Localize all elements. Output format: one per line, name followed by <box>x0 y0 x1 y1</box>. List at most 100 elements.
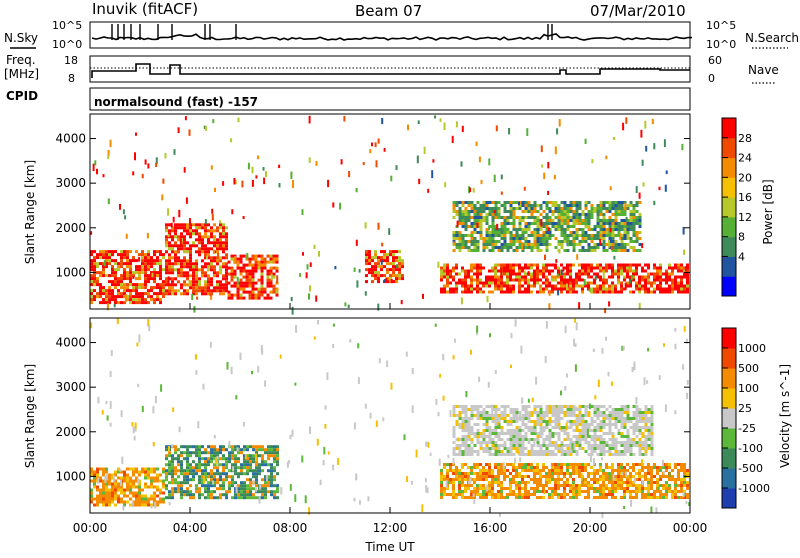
heatmap-cell <box>621 417 624 420</box>
heatmap-cell <box>599 279 602 282</box>
heatmap-cell <box>549 243 552 246</box>
heatmap-cell <box>386 259 389 262</box>
heatmap-cell <box>645 426 648 429</box>
heatmap-cell <box>597 435 600 438</box>
heatmap-cell <box>504 246 507 249</box>
heatmap-cell <box>510 435 513 438</box>
heatmap-cell <box>455 291 458 294</box>
heatmap-cell <box>518 490 521 493</box>
heatmap-cell <box>480 237 483 240</box>
heatmap-cell <box>641 267 644 270</box>
heatmap-cell <box>452 496 455 499</box>
heatmap-cell <box>389 253 392 256</box>
heatmap-cell <box>647 478 650 481</box>
heatmap-cell <box>471 240 474 243</box>
heatmap-cell <box>201 226 204 229</box>
heatmap-cell <box>618 453 621 456</box>
heatmap-cell <box>621 450 624 453</box>
nsky-trace <box>92 34 692 40</box>
heatmap-cell <box>645 447 648 450</box>
heatmap-cell <box>522 234 525 237</box>
heatmap-cell <box>600 429 603 432</box>
heatmap-cell <box>615 207 618 210</box>
heatmap-cell <box>552 210 555 213</box>
heatmap-cell <box>150 480 153 483</box>
heatmap-cell <box>546 216 549 219</box>
heatmap-cell <box>461 472 464 475</box>
heatmap-cell <box>461 282 464 285</box>
heatmap-cell <box>591 444 594 447</box>
heatmap-cell <box>495 240 498 243</box>
heatmap-cell <box>249 490 252 493</box>
heatmap-cell <box>114 298 117 301</box>
heatmap-cell <box>624 222 627 225</box>
heatmap-cell <box>171 457 174 460</box>
heatmap-cell <box>195 232 198 235</box>
heatmap-cell <box>560 291 563 294</box>
heatmap-cell <box>264 288 267 291</box>
heatmap-cell <box>459 231 462 234</box>
heatmap-cell <box>564 414 567 417</box>
heatmap-cell <box>513 237 516 240</box>
heatmap-cell <box>482 291 485 294</box>
heatmap-cell <box>534 423 537 426</box>
heatmap-cell <box>659 466 662 469</box>
heatmap-cell <box>639 429 642 432</box>
heatmap-cell <box>617 472 620 475</box>
heatmap-cell <box>108 489 111 492</box>
heatmap-cell <box>650 496 653 499</box>
heatmap-cell <box>674 267 677 270</box>
heatmap-cell <box>537 234 540 237</box>
heatmap-cell <box>600 426 603 429</box>
heatmap-cell <box>195 250 198 253</box>
heatmap-cell <box>488 490 491 493</box>
heatmap-cell <box>261 279 264 282</box>
heatmap-cell <box>556 128 558 134</box>
heatmap-cell <box>488 487 491 490</box>
heatmap-cell <box>225 232 228 235</box>
heatmap-cell <box>623 264 626 267</box>
heatmap-cell <box>560 469 563 472</box>
heatmap-cell <box>491 276 494 279</box>
heatmap-cell <box>624 423 627 426</box>
heatmap-cell <box>501 444 504 447</box>
heatmap-cell <box>302 252 304 256</box>
heatmap-cell <box>162 295 165 298</box>
heatmap-cell <box>165 229 168 232</box>
heatmap-cell <box>624 210 627 213</box>
heatmap-cell <box>509 267 512 270</box>
heatmap-cell <box>558 414 561 417</box>
heatmap-cell <box>249 264 252 267</box>
heatmap-cell <box>600 225 603 228</box>
heatmap-cell <box>555 246 558 249</box>
heatmap-cell <box>569 288 572 291</box>
heatmap-cell <box>96 486 99 489</box>
heatmap-cell <box>569 291 572 294</box>
heatmap-cell <box>552 414 555 417</box>
heatmap-cell <box>613 474 615 481</box>
heatmap-cell <box>513 228 516 231</box>
heatmap-cell <box>174 229 177 232</box>
heatmap-cell <box>261 448 264 451</box>
heatmap-cell <box>575 285 578 288</box>
heatmap-cell <box>494 478 497 481</box>
heatmap-cell <box>596 478 599 481</box>
heatmap-cell <box>489 426 492 429</box>
heatmap-cell <box>147 498 150 501</box>
heatmap-cell <box>102 495 105 498</box>
heatmap-cell <box>180 490 183 493</box>
heatmap-cell <box>492 228 495 231</box>
heatmap-cell <box>446 270 449 273</box>
heatmap-cell <box>497 478 500 481</box>
heatmap-cell <box>240 490 243 493</box>
heatmap-cell <box>510 453 513 456</box>
heatmap-cell <box>594 408 597 411</box>
heatmap-cell <box>183 271 186 274</box>
heatmap-cell <box>524 279 527 282</box>
heatmap-cell <box>521 493 524 496</box>
heatmap-cell <box>459 411 462 414</box>
heatmap-cell <box>462 201 465 204</box>
heatmap-cell <box>570 240 573 243</box>
heatmap-cell <box>369 149 371 153</box>
heatmap-cell <box>474 423 477 426</box>
